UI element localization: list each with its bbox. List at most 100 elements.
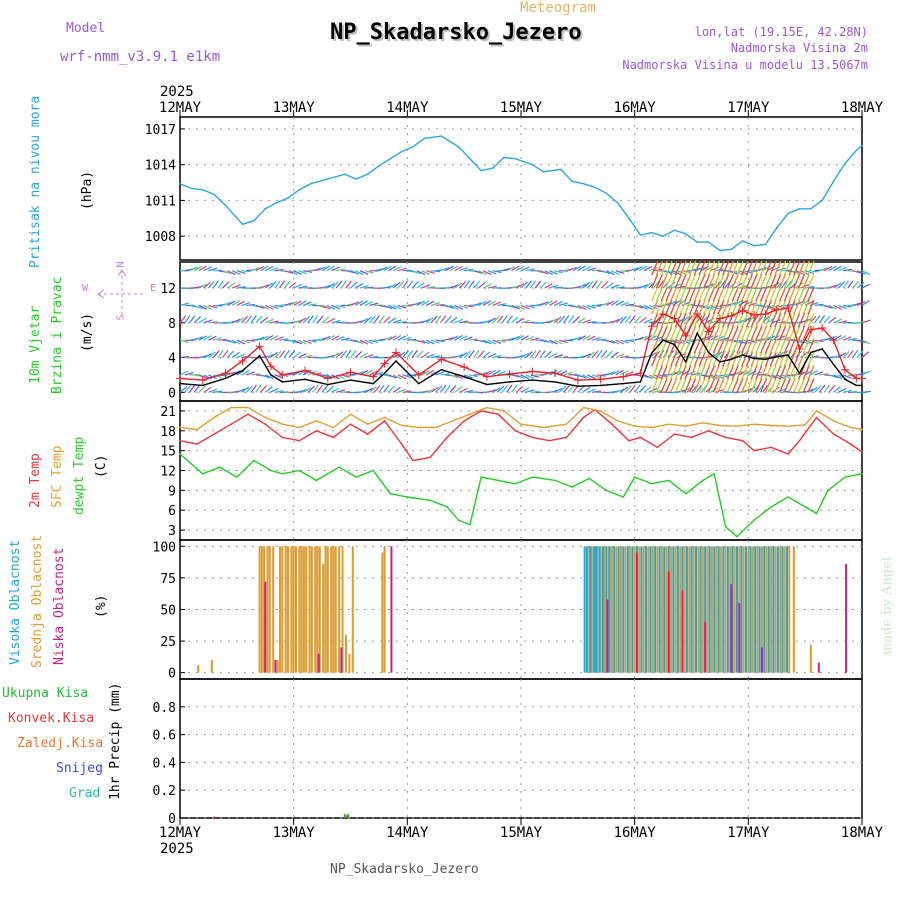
wind-barb (757, 266, 767, 272)
mid_cloud-bar (697, 546, 700, 673)
wind-barb (828, 385, 836, 393)
wind-barb (340, 337, 350, 341)
wind-strong-barb (769, 365, 777, 380)
low_cloud-bar (681, 590, 684, 673)
wind-barb (828, 335, 838, 341)
wind-strong-barb (755, 378, 763, 393)
precipitation-ytick-label: 0.2 (153, 784, 176, 799)
wind-strong-barb (684, 299, 692, 315)
wind_speed-point (531, 379, 534, 381)
mid_cloud-bar (742, 546, 745, 673)
wind-barb (620, 315, 628, 324)
wind-strong-barb (674, 365, 682, 380)
wind-strong-barb (703, 260, 711, 276)
wind-strong-barb (731, 286, 739, 302)
wind-strong-barb (778, 299, 787, 315)
wind-strong-barb (769, 260, 777, 276)
wind-barb (553, 339, 563, 345)
wind_speed-point (577, 385, 579, 388)
wind-barb (615, 339, 625, 345)
wind-barb (298, 317, 307, 324)
xtick-bottom-label: 16MAY (614, 825, 657, 841)
wind-strong-barb (722, 325, 730, 341)
temp2m-point (446, 436, 448, 439)
wind-barb (208, 321, 218, 324)
wind-barb (823, 315, 831, 324)
precipitation-panel (179, 678, 863, 819)
xtick-top-label: 12MAY (159, 100, 202, 116)
wind-strong-barb (774, 273, 782, 289)
dewpoint-point (270, 469, 272, 472)
temp2m-point (861, 451, 863, 453)
wind-barb (336, 304, 346, 309)
temperature-ytick-label: 15 (160, 445, 176, 460)
wind_speed-line (179, 331, 862, 387)
wind-strong-barb (802, 365, 810, 380)
wind-barb (388, 317, 397, 324)
wind-strong-barb (774, 365, 782, 380)
wind-barb (823, 384, 830, 393)
compass-west-label: W (82, 283, 89, 294)
wind-barb (264, 386, 273, 393)
wind-barb (321, 284, 331, 289)
wind-barb (814, 339, 824, 343)
wind-barb (397, 304, 407, 309)
wind-strong-barb (783, 378, 791, 393)
pressure-ytick-label: 1008 (145, 230, 176, 245)
wind-barb (549, 300, 558, 306)
wind-barb (629, 384, 636, 393)
wind-barb (506, 384, 513, 393)
wind-strong-barb (745, 338, 754, 354)
conv_rain-bar (346, 815, 349, 818)
wind-strong-barb (698, 273, 706, 289)
sfc_temp-point (452, 420, 454, 422)
wind-barb (392, 319, 402, 324)
wind-barb (833, 334, 842, 341)
wind-barb (407, 338, 417, 341)
wind-barb (842, 350, 850, 358)
wind-barb (345, 270, 355, 274)
wind-strong-barb (793, 338, 801, 354)
wind-barb (643, 318, 653, 324)
wind-strong-barb (745, 325, 754, 341)
wind-barb (643, 334, 653, 341)
high_cloud-bar (613, 546, 616, 673)
wind-barb (833, 282, 842, 289)
wind-barb (369, 339, 379, 344)
wind-ytick-label: 0 (168, 386, 176, 401)
pressure-point (287, 197, 289, 199)
wind-barb (255, 384, 262, 393)
gust-marker (829, 336, 838, 345)
wind-barb (435, 385, 443, 393)
wind-strong-barb (665, 273, 673, 289)
wind-barb (624, 315, 632, 324)
wind-barb (269, 387, 279, 393)
wind-barb (520, 319, 530, 324)
chart-title: NP_Skadarsko_Jezero (330, 20, 582, 45)
wind-barb (388, 335, 397, 341)
wind-strong-barb (750, 365, 758, 380)
wind-strong-barb (783, 273, 791, 289)
wind-barb (378, 315, 385, 324)
gust-marker (346, 368, 355, 377)
wind-barb (255, 265, 264, 272)
wind-strong-barb (764, 299, 772, 315)
wind-strong-barb (807, 286, 815, 302)
wind-strong-barb (783, 260, 791, 276)
wind_speed-point (707, 351, 710, 354)
wind-barb (364, 354, 374, 359)
wind-strong-barb (722, 286, 730, 302)
wind-strong-barb (802, 299, 810, 315)
wind-barb (563, 385, 570, 393)
wind-barb (226, 350, 234, 358)
dewpoint-point (815, 512, 818, 515)
wind-barb (809, 386, 818, 393)
wind-barb (596, 338, 606, 341)
mid_cloud-bar (383, 546, 386, 673)
sfc_temp-point (753, 423, 755, 425)
wind-barb (260, 265, 269, 272)
wind-barb (511, 335, 520, 341)
wind-barb (634, 304, 644, 309)
wind-strong-barb (679, 286, 687, 302)
wind-barb (667, 372, 677, 376)
